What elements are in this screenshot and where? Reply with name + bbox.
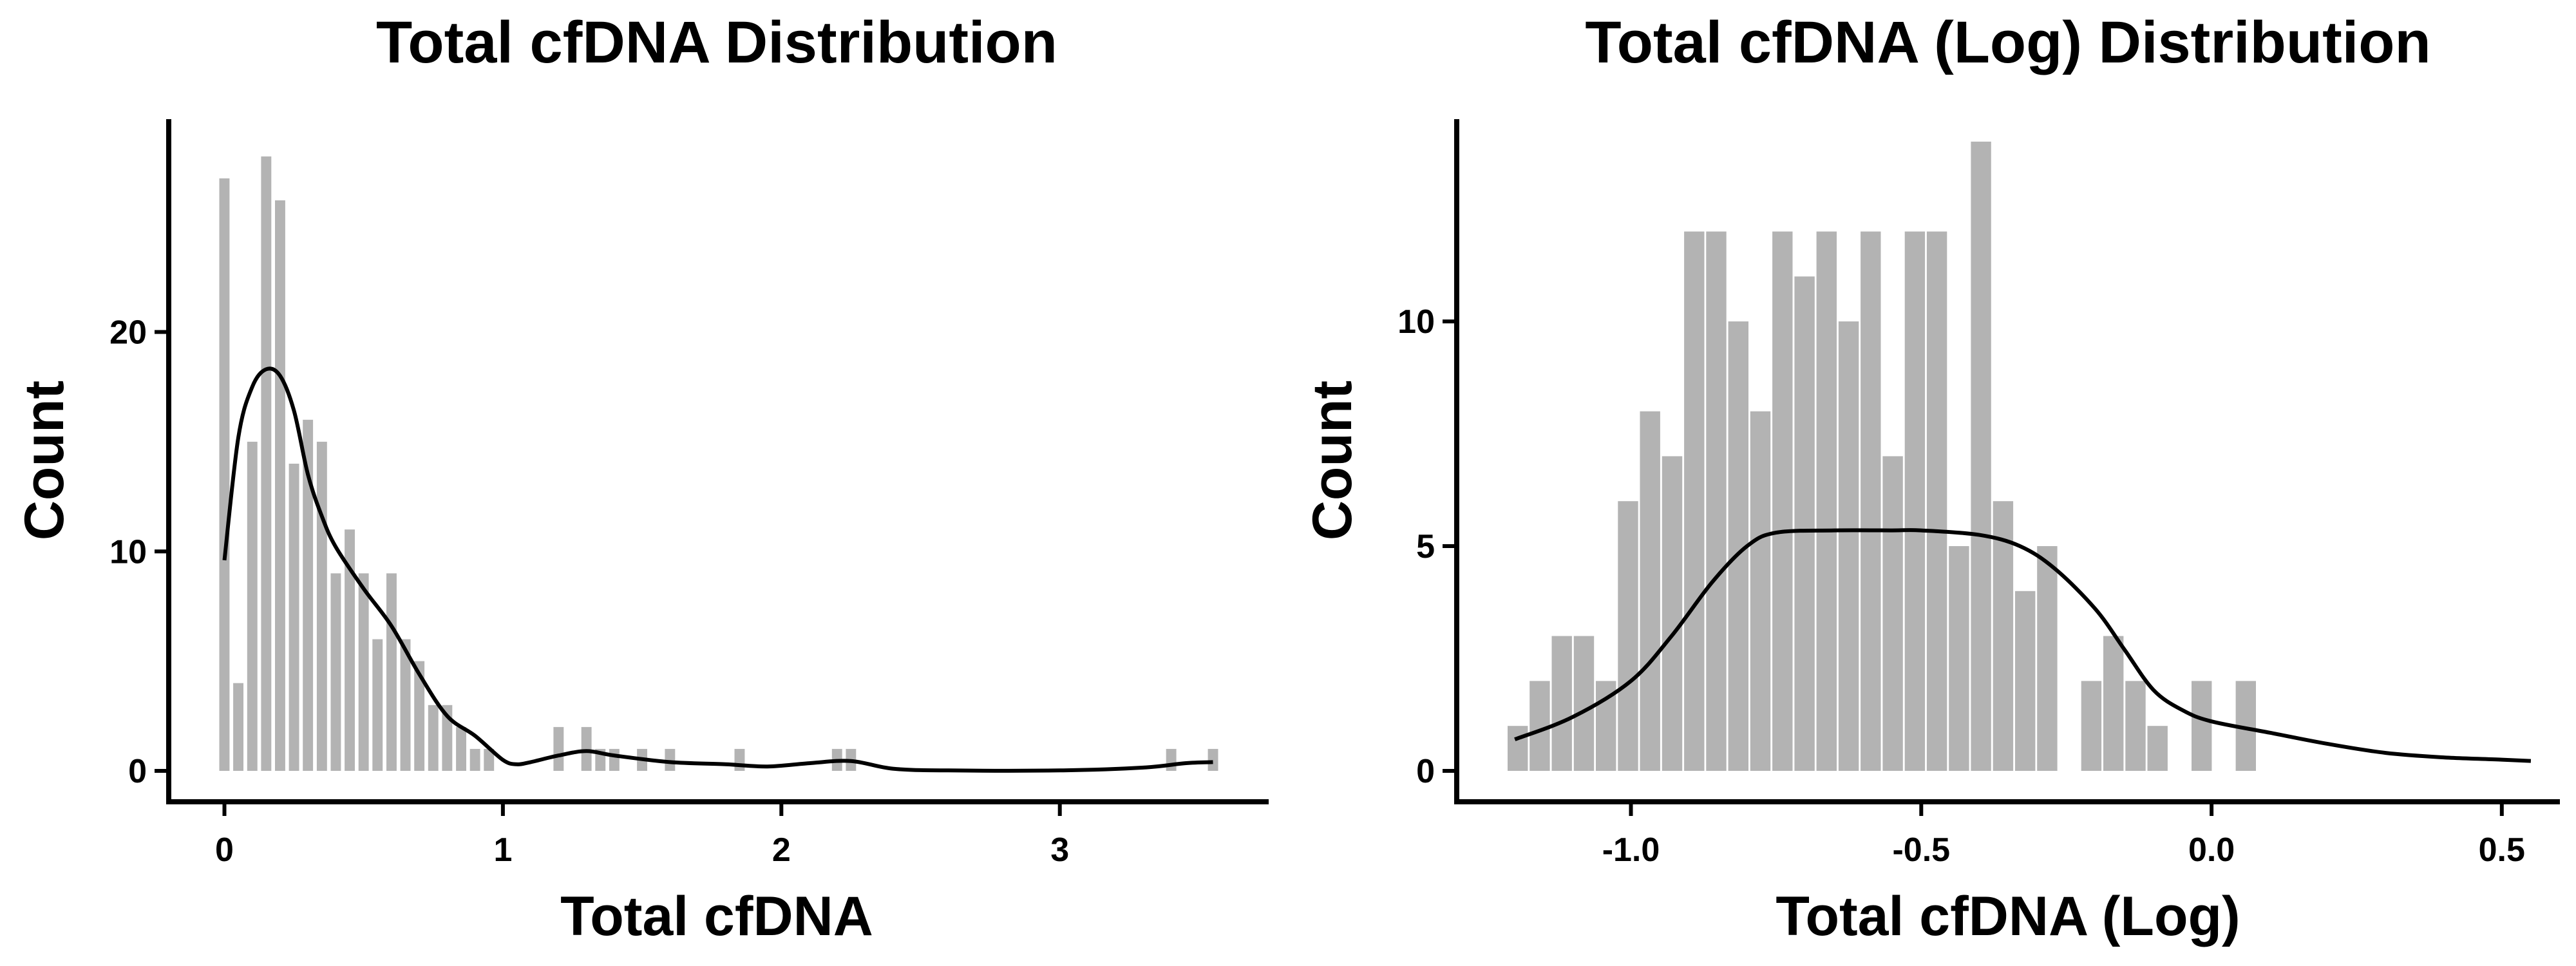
left-bar	[247, 441, 258, 771]
left-y-ticks: 0 10 20	[109, 314, 169, 790]
left-x-tick-label: 0	[215, 831, 234, 869]
right-bar	[2192, 681, 2212, 771]
right-bars	[1508, 141, 2256, 772]
left-bar	[456, 726, 466, 771]
left-bar	[484, 748, 495, 771]
left-x-tick-label: 1	[493, 831, 512, 869]
right-bar	[1904, 231, 1926, 771]
left-x-tick-label: 2	[772, 831, 791, 869]
left-bar	[414, 661, 425, 771]
right-bar	[1926, 231, 1947, 771]
right-x-tick-label: -1.0	[1602, 831, 1660, 869]
left-bar	[316, 441, 327, 771]
left-x-tick-label: 3	[1050, 831, 1069, 869]
right-bar	[1949, 546, 1969, 771]
left-bar	[442, 705, 453, 771]
right-bar	[1772, 231, 1793, 771]
right-bar	[1662, 456, 1683, 771]
left-bar	[330, 573, 341, 771]
right-x-ticks: -1.0 -0.5 0.0 0.5	[1602, 802, 2525, 869]
right-chart: Total cfDNA (Log) Distribution -1.0 -0.5 0…	[1302, 10, 2560, 947]
right-bar	[1530, 681, 1550, 771]
right-bar	[2015, 591, 2036, 771]
right-bar	[1882, 456, 1903, 771]
left-bar	[609, 748, 620, 771]
left-bar	[233, 683, 243, 771]
right-y-ticks: 0 5 10	[1397, 303, 1457, 790]
left-y-tick-label: 0	[128, 753, 147, 790]
left-bar	[372, 639, 383, 771]
right-y-axis-label: Count	[1302, 381, 1363, 540]
left-chart-title: Total cfDNA Distribution	[376, 10, 1057, 75]
right-bar	[2103, 636, 2124, 771]
right-bar	[1861, 231, 1881, 771]
right-x-tick-label: 0.0	[2188, 831, 2235, 869]
right-bar	[1794, 276, 1815, 771]
right-bar	[1706, 231, 1727, 771]
left-y-tick-label: 10	[109, 533, 147, 571]
left-bar	[275, 200, 285, 772]
right-bar	[2037, 546, 2058, 771]
right-x-tick-label: 0.5	[2479, 831, 2525, 869]
right-y-tick-label: 10	[1397, 303, 1435, 341]
left-x-ticks: 0 1 2 3	[215, 802, 1069, 869]
right-density-curve	[1514, 528, 2532, 763]
right-bar	[1508, 726, 1528, 771]
right-bar	[1640, 411, 1660, 771]
left-y-tick-label: 20	[109, 314, 147, 352]
right-y-tick-label: 0	[1416, 753, 1435, 790]
left-chart: Total cfDNA Distribution 0 1 2 3 0 10 20 Tota…	[14, 10, 1269, 947]
right-bar	[1573, 636, 1595, 771]
right-bar	[1618, 501, 1638, 771]
right-y-tick-label: 5	[1416, 528, 1435, 565]
left-bar	[553, 726, 564, 771]
left-density-curve	[222, 366, 1213, 773]
left-bar	[581, 726, 592, 771]
left-bar	[289, 464, 299, 771]
right-bar	[2125, 681, 2146, 771]
right-bar	[1816, 231, 1837, 771]
right-bar	[1684, 231, 1705, 771]
right-bar	[1838, 321, 1859, 772]
left-bar	[1166, 748, 1177, 771]
right-bar	[1971, 141, 1991, 771]
right-bar	[1750, 411, 1771, 771]
left-bar	[1208, 748, 1218, 771]
left-bar	[400, 639, 411, 771]
left-bar	[386, 573, 397, 771]
left-bar	[665, 748, 676, 771]
left-bar	[345, 529, 355, 771]
right-x-tick-label: -0.5	[1892, 831, 1950, 869]
left-bar	[358, 573, 369, 771]
left-bar	[469, 748, 480, 771]
left-x-axis-label: Total cfDNA	[560, 886, 873, 947]
left-bar	[428, 705, 439, 771]
right-bar	[2081, 681, 2102, 771]
right-bar	[2147, 726, 2168, 771]
left-bar	[261, 156, 272, 771]
left-y-axis-label: Count	[14, 381, 75, 540]
right-bar	[1993, 501, 2014, 771]
left-bar	[734, 748, 745, 771]
right-bar	[1551, 636, 1572, 771]
right-chart-title: Total cfDNA (Log) Distribution	[1585, 10, 2430, 75]
right-x-axis-label: Total cfDNA (Log)	[1776, 886, 2240, 947]
left-bars	[219, 156, 1218, 772]
left-bar	[303, 419, 314, 771]
left-bar	[219, 178, 230, 771]
